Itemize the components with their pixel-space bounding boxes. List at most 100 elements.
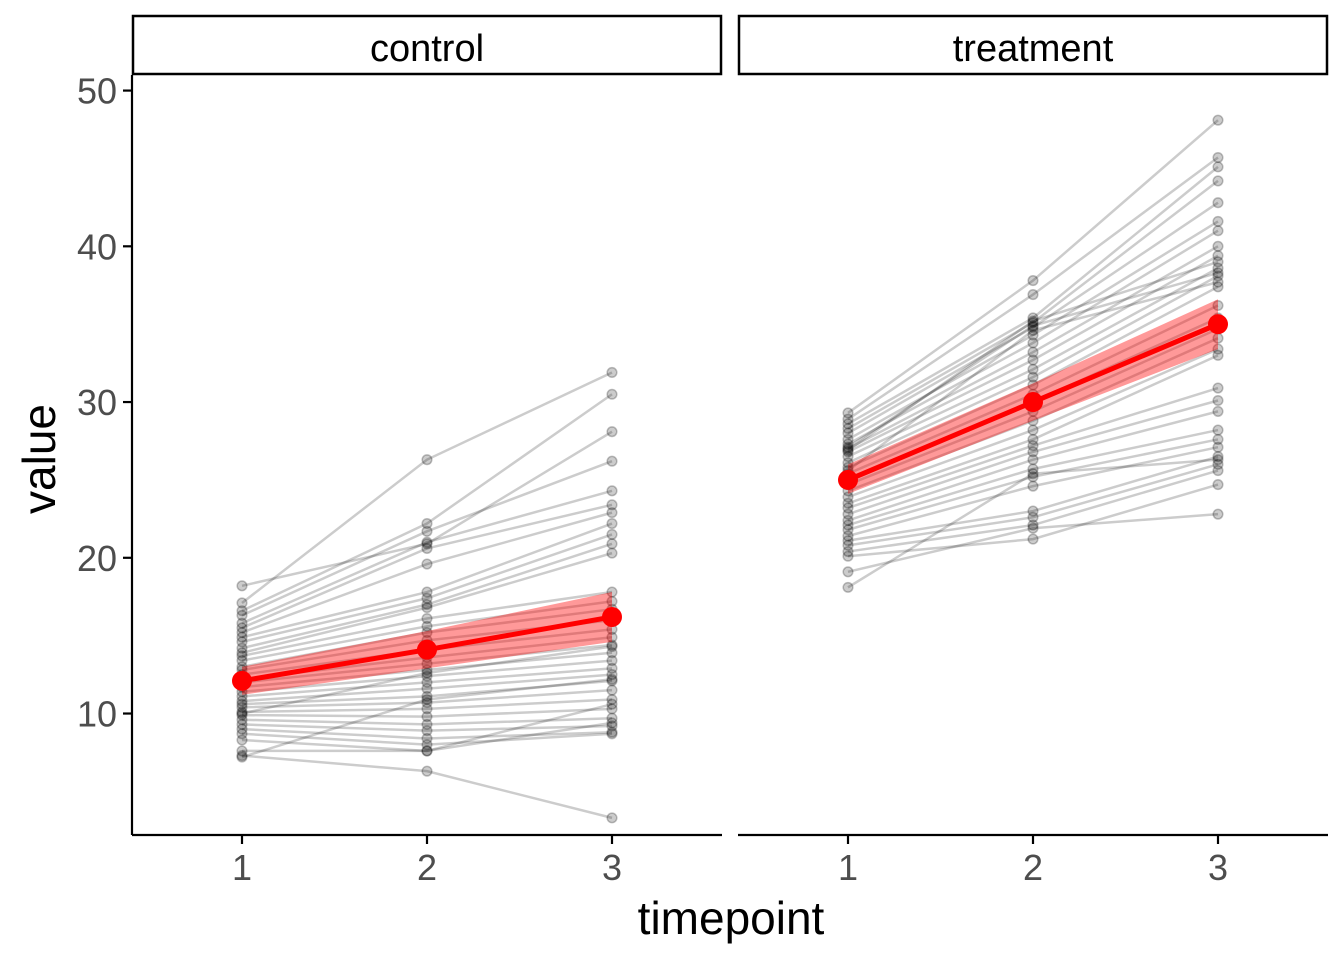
subject-line xyxy=(241,590,613,658)
subject-point xyxy=(1212,441,1224,453)
subject-line xyxy=(241,673,613,703)
subject-point xyxy=(421,670,433,682)
subject-point xyxy=(606,655,618,667)
subject-line xyxy=(847,347,1219,499)
mean-point xyxy=(417,639,437,660)
subject-point xyxy=(421,602,433,614)
subject-point xyxy=(606,631,618,643)
subject-point xyxy=(236,723,248,735)
subject-line xyxy=(847,337,1219,492)
subject-line xyxy=(847,254,1219,454)
subject-point xyxy=(1027,454,1039,466)
subject-point xyxy=(1027,363,1039,375)
subject-point xyxy=(842,433,854,445)
subject-point xyxy=(421,598,433,611)
subject-point xyxy=(236,734,248,746)
subject-point xyxy=(1212,256,1224,268)
subject-point xyxy=(421,739,433,751)
y-axis-title: value xyxy=(13,404,65,514)
subject-line xyxy=(847,410,1219,522)
subject-point xyxy=(1212,454,1224,466)
subject-line xyxy=(847,445,1219,538)
subject-point xyxy=(421,765,433,777)
subject-point xyxy=(842,427,854,439)
subject-point xyxy=(1212,215,1224,227)
subject-line xyxy=(241,607,613,669)
subject-point xyxy=(842,502,854,514)
subject-point xyxy=(1027,346,1039,358)
y-tick-label: 20 xyxy=(77,538,117,579)
subject-point xyxy=(421,612,433,625)
subject-line xyxy=(241,551,613,655)
subject-point xyxy=(1212,394,1224,407)
y-tick-label: 30 xyxy=(77,382,117,423)
subject-point xyxy=(1212,458,1224,470)
subject-point xyxy=(606,595,618,607)
subject-line xyxy=(847,280,1219,472)
subject-point xyxy=(421,711,433,723)
subject-point xyxy=(236,718,248,730)
subject-point xyxy=(842,438,854,450)
subject-point xyxy=(236,728,248,740)
mean-point xyxy=(232,670,252,691)
subject-line xyxy=(847,245,1219,450)
subject-point xyxy=(1212,175,1224,187)
subject-line xyxy=(847,156,1219,421)
subject-point xyxy=(842,566,854,578)
subject-point xyxy=(1027,379,1039,391)
subject-line xyxy=(847,469,1219,553)
subject-point xyxy=(1212,240,1224,252)
y-tick-label: 50 xyxy=(77,71,117,112)
subject-line xyxy=(847,229,1219,446)
panel-treatment xyxy=(838,114,1228,593)
subject-point xyxy=(236,751,248,763)
subject-point xyxy=(1027,505,1039,517)
subject-point xyxy=(606,712,618,724)
subject-line xyxy=(847,179,1219,430)
subject-point xyxy=(421,693,433,706)
subject-point xyxy=(236,750,248,762)
subject-point xyxy=(842,519,854,531)
subject-line xyxy=(241,716,613,726)
subject-point xyxy=(421,538,433,550)
subject-point xyxy=(421,664,433,676)
subject-point xyxy=(1027,354,1039,366)
subject-point xyxy=(236,617,248,629)
subject-line xyxy=(241,721,613,753)
subject-line xyxy=(241,698,613,714)
subject-line xyxy=(847,165,1219,425)
subject-point xyxy=(842,441,854,453)
facet-label-control: control xyxy=(370,28,484,70)
subject-point xyxy=(606,538,618,550)
subject-point xyxy=(1027,337,1039,349)
subject-point xyxy=(606,388,618,400)
subject-point xyxy=(1027,511,1039,523)
subject-point xyxy=(421,718,433,730)
subject-line xyxy=(241,643,613,684)
subject-point xyxy=(1212,114,1224,126)
subject-line xyxy=(241,667,613,698)
subject-point xyxy=(842,514,854,526)
subject-point xyxy=(236,655,248,667)
y-tick-label: 10 xyxy=(77,694,117,735)
subject-point xyxy=(842,491,854,503)
subject-point xyxy=(236,707,248,720)
subject-point xyxy=(606,669,618,681)
subject-point xyxy=(606,366,618,379)
subject-point xyxy=(236,609,248,621)
subject-point xyxy=(1212,267,1224,279)
subject-line xyxy=(847,458,1219,589)
subject-point xyxy=(236,597,248,609)
subject-point xyxy=(236,636,248,648)
x-tick-label: 3 xyxy=(602,847,622,888)
subject-point xyxy=(842,497,854,509)
subject-line xyxy=(847,386,1219,510)
subject-line xyxy=(847,119,1219,414)
subject-line xyxy=(847,354,1219,505)
subject-line xyxy=(241,727,613,740)
mean-point xyxy=(1208,314,1228,335)
subject-point xyxy=(842,524,854,536)
subject-point xyxy=(1027,468,1039,480)
subject-point xyxy=(606,698,618,710)
x-tick-label: 2 xyxy=(1023,847,1043,888)
